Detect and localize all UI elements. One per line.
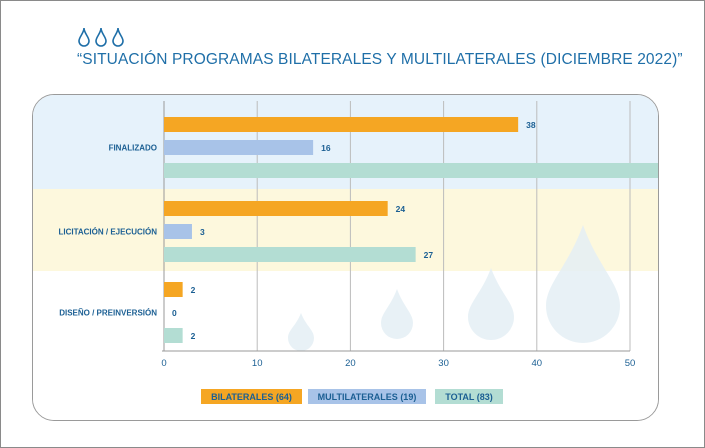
water-drop-decoration — [468, 268, 514, 340]
x-tick-label: 30 — [438, 358, 449, 369]
bar — [164, 328, 183, 343]
data-label: 24 — [396, 204, 406, 214]
bar — [164, 282, 183, 297]
legend-swatch — [201, 389, 302, 404]
x-tick-label: 0 — [161, 358, 166, 369]
bar — [164, 140, 314, 155]
category-label: DISEÑO / PREINVERSIÓN — [59, 309, 157, 318]
legend-label: TOTAL (83) — [445, 392, 493, 402]
data-label: 3 — [200, 227, 205, 237]
x-tick-label: 10 — [252, 358, 263, 369]
bar — [164, 163, 658, 178]
category-label: FINALIZADO — [109, 144, 157, 153]
data-label: 38 — [526, 120, 536, 130]
data-label: 27 — [424, 250, 434, 260]
page-title: “SITUACIÓN PROGRAMAS BILATERALES Y MULTI… — [77, 51, 683, 68]
x-tick-label: 20 — [345, 358, 356, 369]
legend-swatch — [435, 389, 503, 404]
bar — [164, 224, 192, 239]
bar — [164, 201, 388, 216]
water-drop-decoration — [288, 313, 314, 351]
legend-label: BILATERALES (64) — [211, 392, 292, 402]
water-drops-icon — [78, 27, 124, 47]
category-label: LICITACIÓN / EJECUCIÓN — [58, 228, 157, 237]
data-label: 2 — [191, 331, 196, 341]
x-tick-label: 40 — [532, 358, 543, 369]
data-label: 16 — [321, 143, 331, 153]
bar — [164, 247, 416, 262]
chart-card: 0 10 20 30 40 50 FINALIZADO LICITACIÓN / EJECUC… — [32, 94, 659, 421]
legend-label: MULTILATERALES (19) — [318, 392, 417, 402]
water-drop-decoration — [381, 289, 413, 339]
data-label: 2 — [191, 285, 196, 295]
bar — [164, 117, 519, 132]
water-drop-decoration — [546, 225, 620, 343]
data-label: 0 — [172, 308, 177, 318]
x-tick-label: 50 — [625, 358, 636, 369]
legend-swatch — [308, 389, 426, 404]
